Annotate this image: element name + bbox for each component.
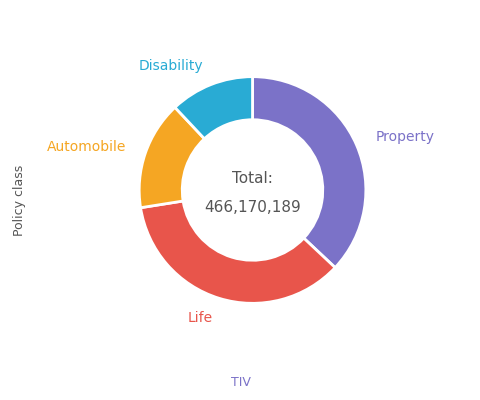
Text: Life: Life <box>188 311 213 325</box>
Text: Automobile: Automobile <box>47 140 126 154</box>
Text: Property: Property <box>374 130 433 144</box>
Text: 466,170,189: 466,170,189 <box>204 200 300 214</box>
Wedge shape <box>140 201 335 303</box>
Wedge shape <box>175 77 252 139</box>
Text: TIV: TIV <box>230 376 250 388</box>
Text: Policy class: Policy class <box>12 164 26 236</box>
Wedge shape <box>252 77 365 268</box>
Wedge shape <box>139 107 204 208</box>
Text: Total:: Total: <box>232 171 272 186</box>
Text: Disability: Disability <box>138 59 203 73</box>
